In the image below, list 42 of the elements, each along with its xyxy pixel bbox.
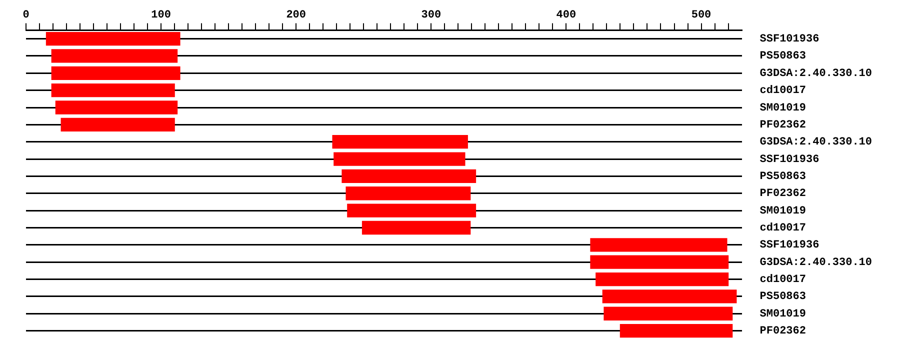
- y-tick-label: G3DSA:2.40.330.10: [760, 136, 872, 149]
- bar: [342, 169, 476, 184]
- y-tick-label: PS50863: [760, 50, 806, 63]
- y-tick-label: cd10017: [760, 274, 806, 286]
- x-tick-label: 500: [691, 9, 712, 22]
- y-tick-label: PS50863: [760, 170, 806, 183]
- bar: [590, 255, 729, 269]
- y-tick-label: SSF101936: [760, 154, 820, 166]
- y-tick-label: SM01019: [760, 102, 806, 114]
- bar: [334, 152, 466, 166]
- y-tick-label: PF02362: [760, 188, 806, 200]
- y-tick-label: SSF101936: [760, 240, 820, 252]
- x-tick-label: 400: [556, 9, 576, 22]
- bar: [51, 49, 178, 63]
- bar: [332, 135, 468, 149]
- y-tick-label: SM01019: [760, 308, 806, 320]
- y-tick-label: SSF101936: [760, 34, 820, 46]
- y-tick-label: PF02362: [760, 326, 806, 338]
- y-tick-label: SM01019: [760, 205, 806, 218]
- y-tick-label: PS50863: [760, 291, 806, 304]
- y-tick-label: G3DSA:2.40.330.10: [760, 256, 872, 269]
- y-tick-label: PF02362: [760, 119, 806, 132]
- bar: [55, 100, 178, 114]
- bar: [60, 118, 175, 132]
- x-tick-label: 200: [286, 9, 306, 22]
- bar: [590, 238, 728, 252]
- y-tick-label: cd10017: [760, 222, 806, 235]
- bar: [347, 204, 476, 218]
- x-tick-label: 100: [151, 9, 171, 22]
- x-tick-label: 0: [22, 9, 30, 22]
- bar: [596, 272, 729, 286]
- y-tick-label: cd10017: [760, 85, 806, 98]
- bar: [602, 290, 737, 304]
- bar: [51, 83, 175, 98]
- bar: [51, 66, 180, 80]
- x-tick-label: 300: [421, 9, 442, 22]
- bar: [620, 324, 733, 338]
- bar: [362, 220, 471, 235]
- bar: [46, 32, 180, 46]
- bar: [604, 306, 733, 320]
- y-tick-label: G3DSA:2.40.330.10: [760, 68, 872, 80]
- bar: [346, 186, 471, 200]
